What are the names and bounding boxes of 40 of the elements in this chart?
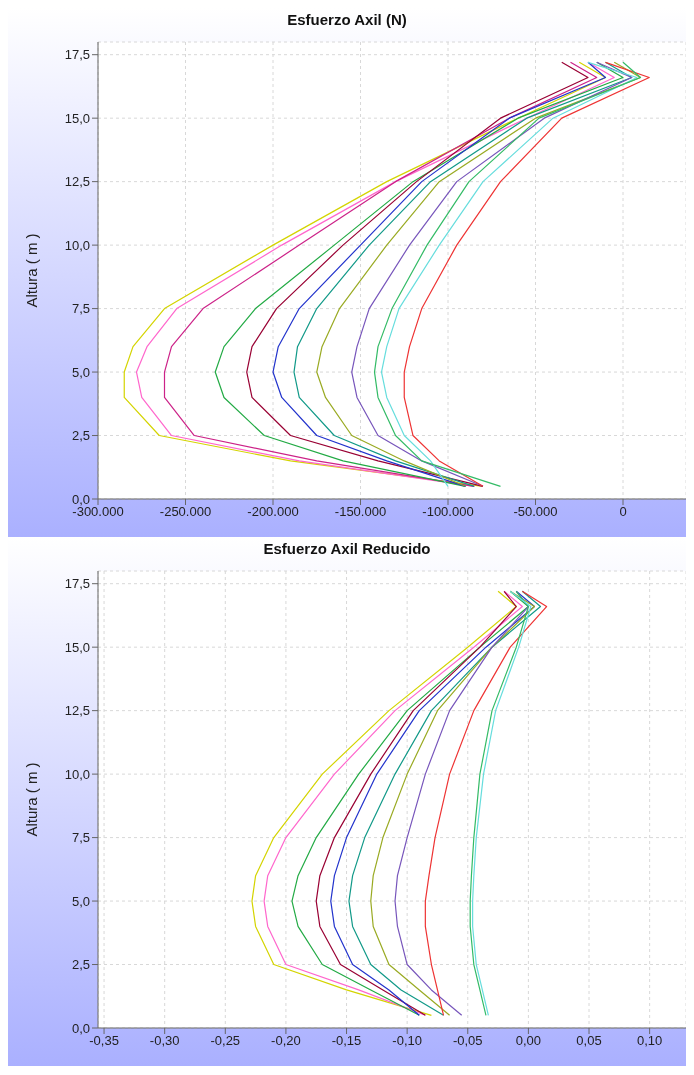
chart-title: Esfuerzo Axil Reducido (262, 539, 432, 559)
x-tick-label: -200.000 (247, 504, 299, 520)
y-tick-label: 2,5 (71, 957, 90, 973)
line-series (315, 590, 517, 1016)
y-axis-title: Altura ( m ) (23, 233, 41, 308)
x-tick-label: -100.000 (422, 504, 474, 520)
x-tick-label: -0,10 (392, 1033, 422, 1049)
y-tick-label: 17,5 (64, 47, 90, 63)
x-tick-label: 0,00 (515, 1033, 542, 1049)
x-tick-label: -0,30 (149, 1033, 180, 1049)
y-tick-label: 10,0 (64, 237, 90, 253)
x-tick-label: -50.000 (513, 504, 558, 520)
x-tick-label: -0,25 (210, 1033, 241, 1049)
y-tick-label: 5,0 (71, 893, 90, 909)
x-tick-label: 0,10 (636, 1033, 663, 1049)
x-tick-label: 0,05 (576, 1033, 602, 1049)
x-tick-label: -150.000 (334, 504, 387, 520)
x-tick-label: -0,05 (452, 1033, 483, 1049)
x-tick-label: -250.000 (159, 504, 212, 520)
y-tick-label: 12,5 (64, 174, 90, 190)
y-tick-label: 15,0 (64, 110, 90, 126)
y-tick-label: 17,5 (64, 576, 90, 592)
line-series (424, 590, 548, 1016)
y-axis-title: Altura ( m ) (23, 762, 41, 837)
x-tick-label: -0,20 (271, 1033, 301, 1049)
y-tick-label: 2,5 (71, 428, 90, 444)
y-tick-label: 7,5 (71, 830, 90, 846)
y-tick-label: 5,0 (71, 364, 90, 380)
x-tick-label: -0,15 (331, 1033, 362, 1049)
x-tick-label: -0,35 (89, 1033, 119, 1049)
y-tick-label: 10,0 (64, 766, 90, 782)
y-tick-label: 0,0 (71, 491, 90, 507)
x-tick-label: -300.000 (72, 504, 124, 520)
x-tick-label: 0 (619, 504, 627, 520)
line-series (214, 61, 624, 487)
y-tick-label: 7,5 (71, 301, 90, 317)
chart-title: Esfuerzo Axil (N) (286, 10, 408, 30)
y-tick-label: 12,5 (64, 703, 90, 719)
y-tick-label: 15,0 (64, 639, 90, 655)
y-tick-label: 0,0 (71, 1020, 90, 1036)
